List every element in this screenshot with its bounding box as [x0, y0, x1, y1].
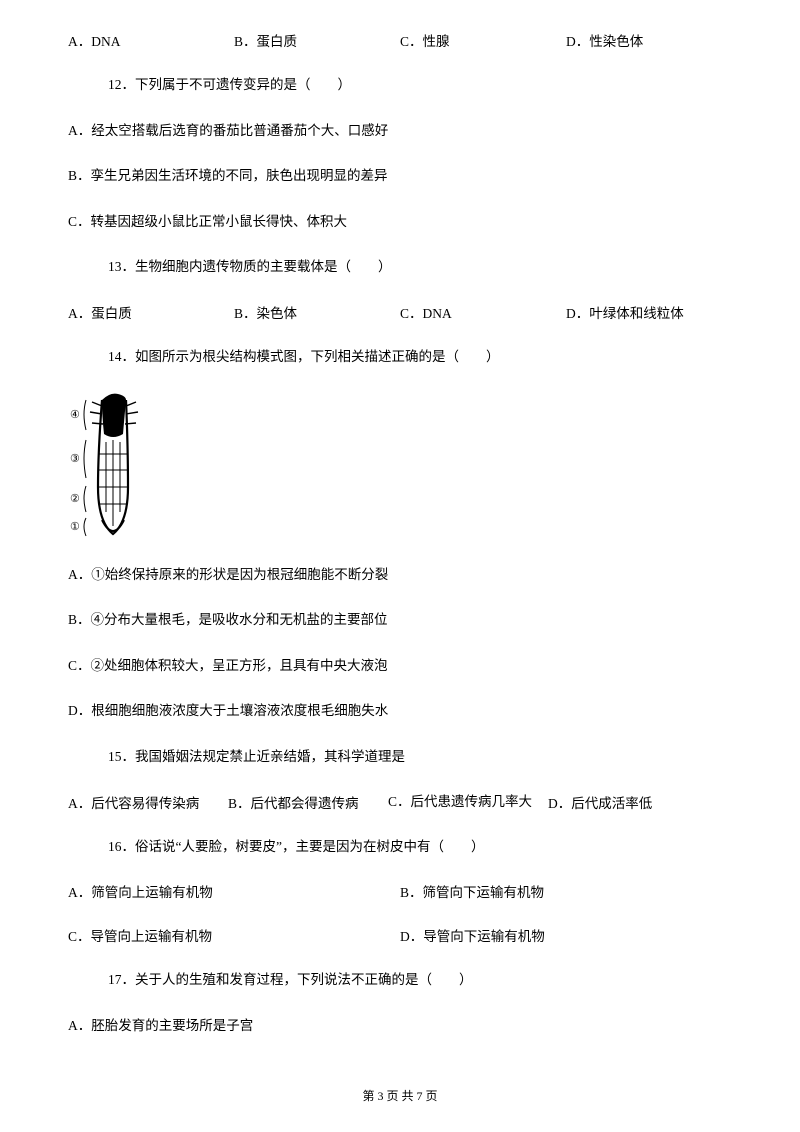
q11-optC: C．性腺 — [400, 30, 566, 50]
q11-optA: A．DNA — [68, 30, 234, 50]
q16-optC: C．导管向上运输有机物 — [68, 925, 400, 945]
q16-options-row2: C．导管向上运输有机物 D．导管向下运输有机物 — [68, 925, 732, 945]
diagram-label-4: ④ — [70, 409, 80, 421]
q14-optD: D．根细胞细胞液浓度大于土壤溶液浓度根毛细胞失水 — [68, 700, 732, 722]
q16-stem: 16．俗话说“人要脸，树要皮”，主要是因为在树皮中有（ ） — [68, 836, 732, 858]
q15-options: A．后代容易得传染病 B．后代都会得遗传病 C．后代患遗传病几率大 D．后代成活… — [68, 792, 732, 812]
q15-optB: B．后代都会得遗传病 — [228, 792, 388, 812]
q14-optC: C．②处细胞体积较大，呈正方形，且具有中央大液泡 — [68, 655, 732, 677]
q12-optA: A．经太空搭载后选育的番茄比普通番茄个大、口感好 — [68, 120, 732, 142]
q13-optD: D．叶绿体和线粒体 — [566, 302, 732, 322]
q15-stem: 15．我国婚姻法规定禁止近亲结婚，其科学道理是 — [68, 746, 732, 768]
q14-optB: B．④分布大量根毛，是吸收水分和无机盐的主要部位 — [68, 609, 732, 631]
diagram-label-2: ② — [70, 493, 80, 505]
q17-stem: 17．关于人的生殖和发育过程，下列说法不正确的是（ ） — [68, 969, 732, 991]
q12-optC: C．转基因超级小鼠比正常小鼠长得快、体积大 — [68, 211, 732, 233]
q13-optB: B．染色体 — [234, 302, 400, 322]
q13-options: A．蛋白质 B．染色体 C．DNA D．叶绿体和线粒体 — [68, 302, 732, 322]
q13-stem: 13．生物细胞内遗传物质的主要载体是（ ） — [68, 256, 732, 278]
q13-optC: C．DNA — [400, 302, 566, 322]
q13-optA: A．蛋白质 — [68, 302, 234, 322]
q15-optD: D．后代成活率低 — [548, 792, 732, 812]
q11-options: A．DNA B．蛋白质 C．性腺 D．性染色体 — [68, 30, 732, 50]
q15-optA: A．后代容易得传染病 — [68, 792, 228, 812]
q16-optD: D．导管向下运输有机物 — [400, 925, 732, 945]
q14-optA: A．①始终保持原来的形状是因为根冠细胞能不断分裂 — [68, 564, 732, 586]
root-tip-diagram: ④ ③ ② ① — [68, 392, 158, 542]
page-footer: 第 3 页 共 7 页 — [0, 1087, 800, 1104]
q11-optD: D．性染色体 — [566, 30, 732, 50]
q11-optB: B．蛋白质 — [234, 30, 400, 50]
q16-optB: B．筛管向下运输有机物 — [400, 881, 732, 901]
diagram-label-1: ① — [70, 521, 80, 533]
diagram-label-3: ③ — [70, 453, 80, 465]
q16-options-row1: A．筛管向上运输有机物 B．筛管向下运输有机物 — [68, 881, 732, 901]
q15-optC: C．后代患遗传病几率大 — [388, 792, 548, 812]
exam-page: A．DNA B．蛋白质 C．性腺 D．性染色体 12．下列属于不可遗传变异的是（… — [0, 0, 800, 1132]
q17-optA: A．胚胎发育的主要场所是子宫 — [68, 1015, 732, 1037]
q12-optB: B．孪生兄弟因生活环境的不同，肤色出现明显的差异 — [68, 165, 732, 187]
q14-stem: 14．如图所示为根尖结构模式图，下列相关描述正确的是（ ） — [68, 346, 732, 368]
q16-optA: A．筛管向上运输有机物 — [68, 881, 400, 901]
q12-stem: 12．下列属于不可遗传变异的是（ ） — [68, 74, 732, 96]
